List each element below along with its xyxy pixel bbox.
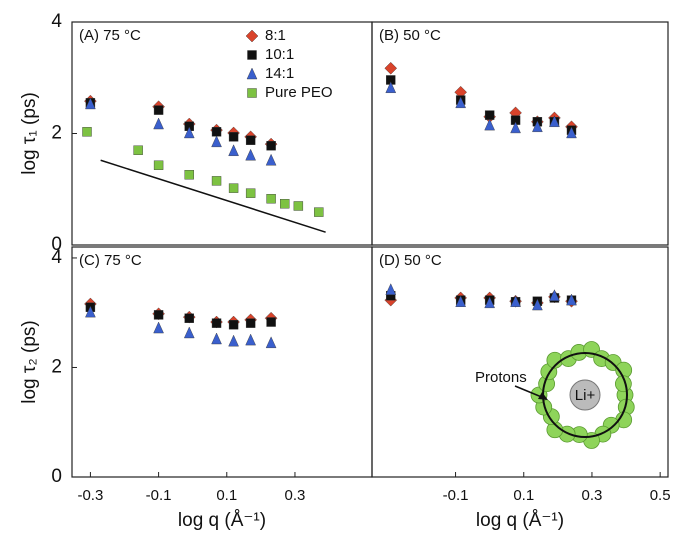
x-tick-label: 0.3 — [285, 487, 306, 504]
marker — [245, 333, 256, 346]
x-tick-label: -0.1 — [146, 487, 172, 504]
marker — [228, 183, 239, 193]
y-tick-label: 4 — [51, 247, 62, 268]
y-tick-label: 2 — [51, 356, 62, 377]
marker — [184, 170, 194, 180]
marker — [245, 318, 256, 328]
reference-line — [100, 159, 326, 233]
marker — [153, 160, 164, 170]
marker — [314, 207, 324, 217]
y-axis-label: log τ₂ (ps) — [19, 320, 40, 404]
ion-label: Li+ — [575, 387, 596, 404]
marker — [228, 334, 239, 347]
marker — [280, 199, 290, 209]
legend-label: 10:1 — [265, 46, 294, 63]
marker — [85, 97, 96, 110]
annotation: Protons — [475, 369, 527, 386]
panel-label: (D) 50 °C — [379, 252, 442, 269]
marker — [85, 305, 96, 318]
marker — [245, 135, 256, 145]
marker — [484, 110, 495, 120]
marker — [153, 310, 164, 320]
marker — [385, 283, 397, 295]
legend-marker — [247, 50, 257, 60]
marker — [245, 148, 256, 161]
legend-marker — [246, 67, 258, 80]
x-axis-label: log q (Å⁻¹) — [178, 510, 266, 531]
marker — [532, 298, 543, 311]
marker — [228, 320, 239, 330]
legend-label: Pure PEO — [265, 84, 333, 101]
marker — [266, 141, 276, 151]
y-axis-label: log τ₁ (ps) — [19, 92, 40, 175]
marker — [385, 81, 397, 93]
x-tick-label: -0.1 — [443, 487, 469, 504]
marker — [211, 135, 222, 148]
legend-marker — [245, 29, 259, 43]
marker — [510, 121, 521, 134]
marker — [549, 289, 560, 301]
x-tick-label: 0.5 — [650, 487, 671, 504]
marker — [549, 115, 560, 127]
panel-frame — [71, 21, 373, 246]
marker — [211, 318, 222, 328]
panel-frame — [371, 246, 669, 478]
marker — [455, 96, 466, 109]
y-tick-label: 0 — [51, 466, 62, 487]
y-tick-label: 4 — [51, 11, 62, 32]
marker — [184, 313, 194, 323]
legend-label: 8:1 — [265, 27, 286, 44]
marker — [153, 321, 164, 334]
panel-label: (A) 75 °C — [79, 27, 141, 44]
marker — [153, 105, 164, 115]
marker — [266, 194, 276, 204]
marker — [455, 295, 466, 307]
y-tick-label: 2 — [51, 123, 62, 144]
marker — [211, 127, 222, 137]
ion — [569, 379, 601, 411]
panel-frame — [371, 21, 669, 246]
marker — [211, 332, 222, 345]
x-tick-label: 0.1 — [216, 487, 237, 504]
ion-inset — [530, 341, 635, 449]
x-axis-label: log q (Å⁻¹) — [476, 510, 564, 531]
arrow-head — [538, 392, 548, 400]
marker — [265, 153, 277, 166]
marker — [510, 295, 521, 307]
marker — [266, 317, 276, 327]
marker — [484, 296, 495, 309]
marker — [228, 132, 239, 142]
legend-marker — [247, 88, 257, 98]
x-tick-label: -0.3 — [77, 487, 103, 504]
marker — [566, 293, 577, 306]
panel-frame — [71, 246, 373, 478]
marker — [265, 336, 277, 349]
marker — [183, 126, 195, 139]
panel-label: (B) 50 °C — [379, 27, 441, 44]
panel-label: (C) 75 °C — [79, 252, 142, 269]
marker — [484, 118, 495, 131]
marker — [532, 120, 543, 133]
marker — [228, 144, 239, 156]
legend-label: 14:1 — [265, 65, 294, 82]
annotation-arrow — [514, 385, 545, 399]
marker — [183, 326, 195, 339]
x-tick-label: 0.3 — [582, 487, 603, 504]
marker — [153, 117, 164, 130]
marker — [245, 188, 256, 198]
marker — [211, 176, 222, 186]
marker — [82, 127, 92, 137]
marker — [133, 145, 143, 155]
y-tick-label: 0 — [51, 234, 62, 255]
marker — [566, 126, 577, 139]
marker — [384, 61, 398, 75]
x-tick-label: 0.1 — [513, 487, 534, 504]
marker — [293, 201, 304, 211]
